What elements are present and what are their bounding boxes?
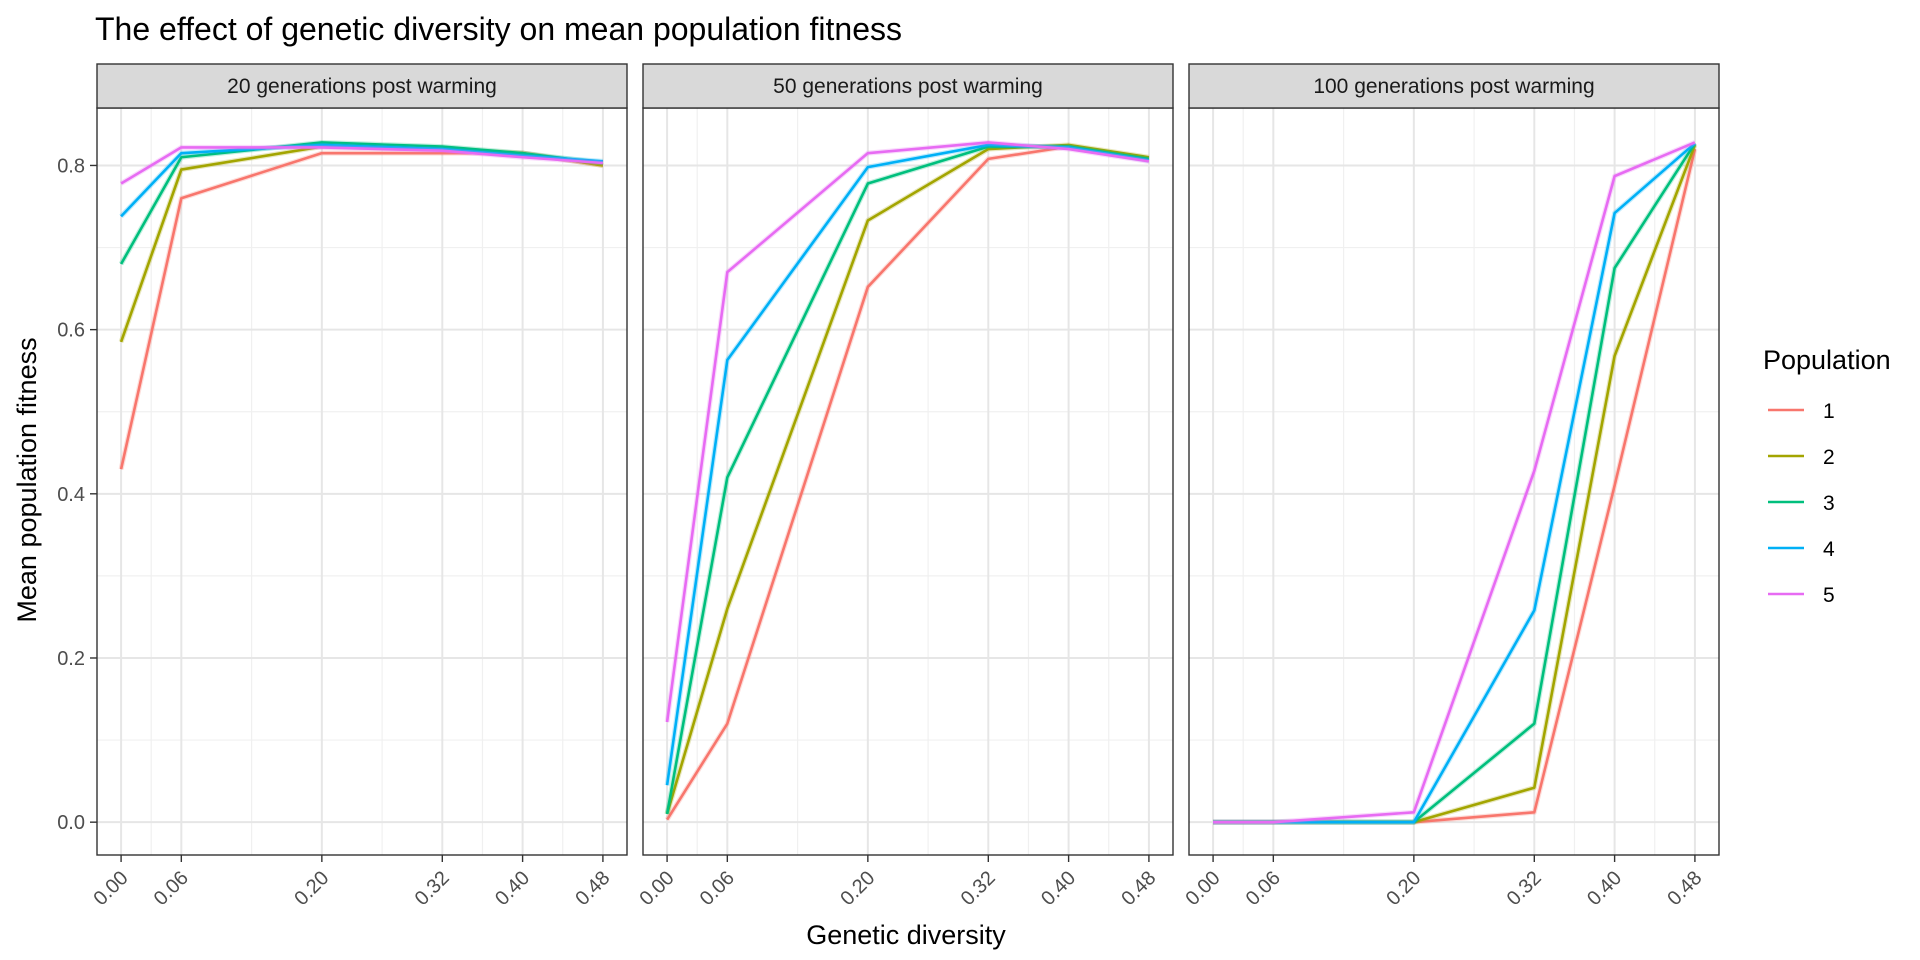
- facet-strip-label: 50 generations post warming: [773, 75, 1043, 98]
- facet-strip-label: 100 generations post warming: [1313, 75, 1594, 98]
- legend-label-1: 1: [1823, 400, 1835, 423]
- y-axis-title: Mean population fitness: [12, 337, 42, 622]
- legend-label-4: 4: [1823, 538, 1835, 561]
- y-tick-label: 0.8: [57, 155, 85, 177]
- legend-label-2: 2: [1823, 446, 1835, 469]
- panel-3: 100 generations post warming 0.00 0.06 0.20…: [1182, 63, 1720, 910]
- x-tick-label: 0.32: [411, 867, 454, 910]
- legend: Population 1 2 3 4 5: [1763, 345, 1891, 607]
- panel-background: [97, 108, 627, 855]
- series-line-5: [120, 146, 604, 185]
- series-line-4: [665, 143, 1150, 786]
- x-tick-label: 0.32: [957, 867, 1000, 910]
- x-tick-label: 0.20: [836, 867, 879, 910]
- panel-background: [1189, 108, 1719, 855]
- y-tick-label: 0.0: [57, 812, 85, 834]
- series-line-4: [120, 143, 604, 218]
- x-tick-label: 0.00: [1182, 867, 1225, 910]
- y-tick-label: 0.6: [57, 320, 85, 342]
- x-tick-label: 0.32: [1503, 867, 1546, 910]
- legend-title: Population: [1763, 345, 1891, 375]
- facet-strip: [96, 63, 628, 109]
- y-tick-label: 0.4: [57, 484, 85, 506]
- x-axis-title: Genetic diversity: [806, 920, 1006, 950]
- x-tick-label: 0.20: [1382, 867, 1425, 910]
- x-tick-label: 0.48: [571, 867, 614, 910]
- chart-title: The effect of genetic diversity on mean …: [95, 11, 902, 47]
- x-tick-label: 0.20: [290, 867, 333, 910]
- x-tick-label: 0.48: [1663, 867, 1706, 910]
- panel-background: [643, 108, 1173, 855]
- series-line-3: [119, 141, 604, 265]
- x-tick-label: 0.06: [150, 867, 193, 910]
- x-tick-label: 0.06: [696, 867, 739, 910]
- x-tick-label: 0.40: [491, 867, 534, 910]
- facet-strip-label: 20 generations post warming: [227, 75, 497, 98]
- series-line-2: [665, 143, 1150, 815]
- facet-strip: [642, 63, 1174, 109]
- legend-label-5: 5: [1823, 584, 1835, 607]
- panels: 20 generations post warming 0.00 0.06 0.20 0…: [57, 63, 1720, 910]
- panel-2: 50 generations post warming 0.00 0.06 0.20 0…: [636, 63, 1174, 910]
- panel-1: 20 generations post warming 0.00 0.06 0.20 0…: [57, 63, 628, 910]
- x-tick-label: 0.48: [1117, 867, 1160, 910]
- x-tick-label: 0.40: [1583, 867, 1626, 910]
- y-tick-label: 0.2: [57, 648, 85, 670]
- x-tick-label: 0.40: [1037, 867, 1080, 910]
- x-tick-label: 0.06: [1242, 867, 1285, 910]
- facet-strip: [1188, 63, 1720, 109]
- series-line-5: [1213, 141, 1696, 824]
- series-line-5: [665, 141, 1150, 723]
- x-tick-label: 0.00: [636, 867, 679, 910]
- x-tick-label: 0.00: [90, 867, 133, 910]
- legend-label-3: 3: [1823, 492, 1835, 515]
